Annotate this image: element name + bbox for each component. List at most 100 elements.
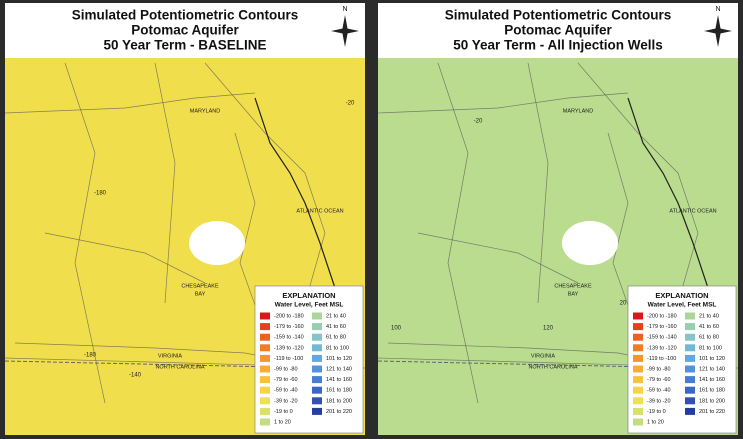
legend-label: 161 to 180 (326, 388, 352, 394)
place-label: CHESAPEAKE (554, 283, 592, 289)
legend-label: 1 to 20 (274, 419, 291, 425)
legend-box (627, 285, 737, 434)
map-title: Simulated Potentiometric Contours (72, 8, 299, 23)
legend-label: -39 to -20 (274, 398, 298, 404)
legend-swatch (685, 365, 695, 373)
legend-label: 141 to 160 (326, 377, 352, 383)
legend-swatch (633, 365, 643, 373)
legend-label: -99 to -80 (274, 366, 298, 372)
legend-label: 181 to 200 (699, 398, 725, 404)
contour-label: -20 (474, 119, 483, 125)
place-label: MARYLAND (190, 108, 220, 114)
legend-label: -99 to -80 (647, 366, 671, 372)
legend-swatch (685, 344, 695, 352)
legend-swatch (260, 354, 270, 362)
place-label: BAY (568, 291, 579, 297)
map-panel: Simulated Potentiometric ContoursPotomac… (378, 3, 738, 435)
legend-swatch (312, 397, 322, 405)
legend-swatch (685, 333, 695, 341)
legend-swatch (312, 376, 322, 384)
map-boundary (5, 92, 256, 114)
legend-swatch (260, 344, 270, 352)
legend-label: -79 to -60 (274, 377, 298, 383)
legend-swatch (633, 344, 643, 352)
legend-label: -119 to -100 (274, 356, 303, 362)
legend-label: 41 to 60 (326, 324, 346, 330)
legend-title: EXPLANATION (282, 291, 335, 300)
legend-swatch (633, 323, 643, 331)
map-boundary (378, 92, 629, 114)
legend-swatch (633, 312, 643, 320)
contour-label: -180 (94, 191, 107, 197)
legend-swatch (633, 386, 643, 394)
legend-swatch (260, 407, 270, 415)
map-boundary (234, 132, 266, 334)
legend-label: -200 to -180 (647, 313, 677, 319)
legend-label: -159 to -140 (274, 335, 304, 341)
contour-label: -180 (84, 353, 97, 359)
legend-swatch (633, 397, 643, 405)
legend-swatch (312, 333, 322, 341)
legend-label: 101 to 120 (326, 356, 352, 362)
legend-swatch (260, 312, 270, 320)
place-label: VIRGINIA (158, 353, 182, 359)
legend-swatch (260, 323, 270, 331)
legend-label: 101 to 120 (699, 356, 725, 362)
map-title: Potomac Aquifer (131, 23, 239, 38)
map-panel: Simulated Potentiometric ContoursPotomac… (5, 3, 365, 435)
legend-label: -19 to 0 (274, 409, 293, 415)
legend-label: 201 to 220 (699, 409, 725, 415)
legend-swatch (260, 418, 270, 426)
legend-swatch (260, 333, 270, 341)
legend-label: 1 to 20 (647, 419, 664, 425)
legend-subtitle: Water Level, Feet MSL (648, 302, 717, 309)
legend-label: 201 to 220 (326, 409, 352, 415)
map-title: Simulated Potentiometric Contours (445, 8, 672, 23)
legend-title: EXPLANATION (655, 291, 708, 300)
legend-label: -19 to 0 (647, 409, 666, 415)
place-label: NORTH CAROLINA (528, 364, 577, 370)
legend-label: -179 to -160 (647, 324, 677, 330)
legend-label: -39 to -20 (647, 398, 671, 404)
legend-swatch (685, 354, 695, 362)
place-label: ATLANTIC OCEAN (669, 208, 716, 214)
legend-label: -119 to -100 (647, 356, 676, 362)
legend-swatch (312, 354, 322, 362)
place-label: MARYLAND (563, 108, 593, 114)
legend-swatch (685, 376, 695, 384)
legend-swatch (685, 386, 695, 394)
legend-label: -59 to -40 (647, 388, 671, 394)
legend-label: -159 to -140 (647, 335, 677, 341)
legend-label: 181 to 200 (326, 398, 352, 404)
legend-label: 41 to 60 (699, 324, 719, 330)
map-boundary (154, 62, 176, 304)
legend-swatch (260, 397, 270, 405)
place-label: NORTH CAROLINA (155, 364, 204, 370)
legend-subtitle: Water Level, Feet MSL (275, 302, 344, 309)
legend: EXPLANATION Water Level, Feet MSL -200 to … (254, 285, 364, 434)
place-label: CHESAPEAKE (181, 283, 219, 289)
legend-label: -79 to -60 (647, 377, 671, 383)
legend-swatch (633, 376, 643, 384)
contour-label: -20 (346, 101, 355, 107)
legend-swatch (633, 354, 643, 362)
legend-swatch (312, 323, 322, 331)
compass-rose (331, 15, 359, 47)
legend-label: 81 to 100 (326, 345, 349, 351)
legend-swatch (312, 407, 322, 415)
legend-label: 121 to 140 (699, 366, 725, 372)
legend-swatch (633, 333, 643, 341)
legend-label: 21 to 40 (326, 313, 346, 319)
legend-swatch (633, 418, 643, 426)
legend-label: 61 to 80 (699, 335, 719, 341)
legend-swatch (312, 365, 322, 373)
legend-swatch (633, 407, 643, 415)
legend-swatch (685, 397, 695, 405)
contour-label: 100 (391, 326, 402, 332)
legend-label: 141 to 160 (699, 377, 725, 383)
legend-swatch (685, 323, 695, 331)
map-title: Potomac Aquifer (504, 23, 612, 38)
legend-swatch (312, 386, 322, 394)
map-boundary (607, 132, 639, 334)
legend-label: 161 to 180 (699, 388, 725, 394)
